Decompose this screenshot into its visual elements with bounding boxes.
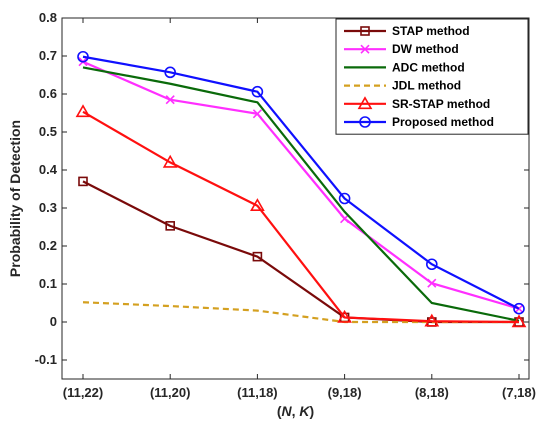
legend-label-dw-method: DW method — [392, 42, 459, 56]
legend-label-jdl-method: JDL method — [392, 79, 461, 93]
x-axis-label: (N, K) — [277, 403, 314, 419]
data-point-sr-stap-method — [511, 314, 527, 328]
data-point-stap-method — [252, 251, 263, 262]
y-tick-label: 0.2 — [39, 238, 57, 253]
data-point-dw-method — [165, 95, 175, 105]
x-axis-label-part: , — [292, 403, 300, 419]
y-tick-label: -0.1 — [35, 352, 57, 367]
y-axis-label: Probability of Detection — [7, 120, 23, 277]
x-tick-label: (11,20) — [150, 385, 190, 400]
data-point-proposed-method — [425, 258, 438, 271]
x-tick-label: (8,18) — [415, 385, 449, 400]
data-point-proposed-method — [251, 85, 264, 98]
x-axis-label-part: K — [299, 403, 310, 419]
y-tick-label: 0.1 — [39, 276, 57, 291]
data-point-sr-stap-method — [162, 154, 178, 168]
data-point-proposed-method — [513, 302, 525, 315]
data-point-sr-stap-method — [337, 309, 352, 323]
legend-marker-sr-stap-method — [357, 96, 373, 110]
legend-label-proposed-method: Proposed method — [392, 115, 494, 129]
data-point-dw-method — [252, 109, 262, 119]
x-axis-label-part: ( — [277, 403, 282, 419]
data-point-sr-stap-method — [75, 104, 91, 118]
x-axis-label-part: N — [281, 403, 292, 419]
y-tick-label: 0.3 — [39, 200, 57, 215]
legend-marker-dw-method — [360, 44, 370, 54]
data-point-stap-method — [78, 176, 88, 187]
legend-label-stap-method: STAP method — [392, 24, 470, 38]
series-line-proposed-method — [82, 55, 520, 310]
legend-marker-stap-method — [360, 26, 370, 36]
data-point-stap-method — [165, 221, 175, 231]
data-point-sr-stap-method — [424, 313, 440, 327]
y-tick-label: 0 — [50, 314, 57, 329]
x-axis-label-part: ) — [310, 403, 315, 419]
y-tick-label: 0.4 — [39, 162, 58, 177]
data-point-sr-stap-method — [250, 198, 265, 212]
x-tick-label: (11,22) — [63, 385, 103, 400]
series-line-dw-method — [82, 60, 520, 310]
y-tick-label: 0.7 — [39, 48, 57, 63]
x-tick-label: (9,18) — [328, 385, 362, 400]
data-point-proposed-method — [164, 66, 176, 79]
series-line-sr-stap-method — [82, 110, 520, 324]
data-point-proposed-method — [77, 50, 89, 63]
y-tick-label: 0.6 — [39, 86, 57, 101]
legend-box — [335, 18, 529, 135]
legend-label-adc-method: ADC method — [392, 60, 465, 74]
y-tick-label: 0.8 — [39, 10, 57, 25]
legend-marker-proposed-method — [359, 116, 371, 128]
x-tick-label: (7,18) — [502, 385, 536, 400]
data-point-dw-method — [427, 278, 437, 288]
data-point-proposed-method — [338, 192, 351, 205]
x-tick-label: (11,18) — [237, 385, 277, 400]
y-tick-label: 0.5 — [39, 124, 57, 139]
series-line-adc-method — [82, 66, 520, 322]
legend-label-sr-stap-method: SR-STAP method — [392, 97, 490, 111]
